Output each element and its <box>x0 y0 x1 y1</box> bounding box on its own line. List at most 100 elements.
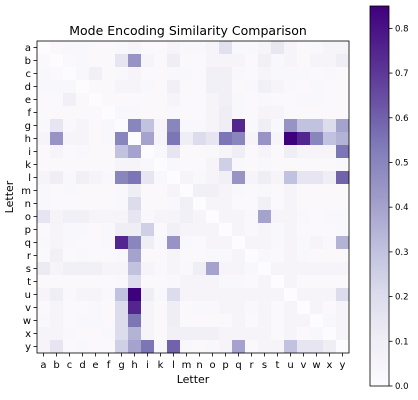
heatmap-cell-h-y <box>336 132 350 146</box>
heatmap-cell-h-f <box>102 132 116 146</box>
heatmap-cell-g-b <box>50 119 64 133</box>
heatmap-cell-g-y <box>336 119 350 133</box>
heatmap-cell-r-n <box>193 249 207 263</box>
heatmap-cell-n-m <box>180 197 194 211</box>
heatmap-cell-g-i <box>141 119 155 133</box>
heatmap-cell-w-f <box>102 314 116 328</box>
heatmap-cell-g-u <box>284 119 298 133</box>
heatmap-cell-s-h <box>128 262 142 276</box>
heatmap-cell-t-c <box>63 275 77 289</box>
heatmap-cell-q-p <box>219 236 233 250</box>
heatmap-cell-m-l <box>167 184 181 198</box>
heatmap-cell-n-l <box>167 197 181 211</box>
heatmap-cell-n-h <box>128 197 142 211</box>
heatmap-cell-v-n <box>193 301 207 315</box>
heatmap-cell-o-n <box>193 210 207 224</box>
heatmap-cell-i-p <box>219 145 233 159</box>
heatmap-cell-s-n <box>193 262 207 276</box>
heatmap-cell-m-r <box>245 184 259 198</box>
heatmap-cell-s-g <box>115 262 129 276</box>
heatmap-cell-i-r <box>245 145 259 159</box>
heatmap-cell-h-e <box>89 132 103 146</box>
heatmap-cell-p-f <box>102 223 116 237</box>
heatmap-cell-g-f <box>102 119 116 133</box>
heatmap-cell-w-r <box>245 314 259 328</box>
plot-frame <box>36 40 350 354</box>
colorbar-tick-label: 0.3 <box>395 248 409 258</box>
heatmap-cell-x-w <box>310 327 324 341</box>
heatmap-cell-l-l <box>167 171 181 185</box>
heatmap-cell-w-w <box>310 314 324 328</box>
heatmap-cell-x-e <box>89 327 103 341</box>
heatmap-cell-r-r <box>245 249 259 263</box>
heatmap-cell-f-l <box>167 106 181 120</box>
heatmap-cell-u-i <box>141 288 155 302</box>
heatmap-cell-x-l <box>167 327 181 341</box>
heatmap-cell-f-n <box>193 106 207 120</box>
heatmap-cell-k-i <box>141 158 155 172</box>
heatmap-cell-q-i <box>141 236 155 250</box>
heatmap-cell-a-h <box>128 41 142 55</box>
heatmap-cell-b-g <box>115 54 129 68</box>
heatmap-cell-b-o <box>206 54 220 68</box>
heatmap-cell-u-t <box>271 288 285 302</box>
heatmap-cell-l-r <box>245 171 259 185</box>
heatmap-cell-g-k <box>154 119 168 133</box>
heatmap-cell-f-b <box>50 106 64 120</box>
y-tick-label: s <box>26 264 31 275</box>
heatmap-cell-o-w <box>310 210 324 224</box>
heatmap-cell-w-l <box>167 314 181 328</box>
heatmap-cell-i-a <box>37 145 51 159</box>
heatmap-cell-p-s <box>258 223 272 237</box>
heatmap-cell-s-t <box>271 262 285 276</box>
heatmap-cell-f-e <box>89 106 103 120</box>
heatmap-cells <box>37 41 350 354</box>
heatmap-cell-a-r <box>245 41 259 55</box>
heatmap-cell-f-v <box>297 106 311 120</box>
heatmap-cell-h-l <box>167 132 181 146</box>
heatmap-cell-y-g <box>115 340 129 354</box>
heatmap-cell-o-v <box>297 210 311 224</box>
heatmap-cell-g-s <box>258 119 272 133</box>
heatmap-cell-w-a <box>37 314 51 328</box>
heatmap-cell-x-b <box>50 327 64 341</box>
heatmap-cell-i-f <box>102 145 116 159</box>
heatmap-cell-v-t <box>271 301 285 315</box>
heatmap-cell-a-e <box>89 41 103 55</box>
heatmap-cell-k-n <box>193 158 207 172</box>
heatmap-cell-w-u <box>284 314 298 328</box>
heatmap-cell-r-p <box>219 249 233 263</box>
heatmap-cell-e-p <box>219 93 233 107</box>
heatmap-cell-f-k <box>154 106 168 120</box>
heatmap-cell-y-l <box>167 340 181 354</box>
heatmap-cell-y-r <box>245 340 259 354</box>
heatmap-cell-y-p <box>219 340 233 354</box>
heatmap-cell-w-o <box>206 314 220 328</box>
heatmap-cell-n-u <box>284 197 298 211</box>
heatmap-cell-b-b <box>50 54 64 68</box>
heatmap-cell-a-i <box>141 41 155 55</box>
heatmap-cell-q-w <box>310 236 324 250</box>
heatmap-cell-v-o <box>206 301 220 315</box>
heatmap-cell-h-v <box>297 132 311 146</box>
heatmap-cell-s-i <box>141 262 155 276</box>
x-tick-label: i <box>146 360 149 371</box>
heatmap-cell-l-n <box>193 171 207 185</box>
heatmap-cell-p-b <box>50 223 64 237</box>
heatmap-cell-o-t <box>271 210 285 224</box>
heatmap-cell-u-l <box>167 288 181 302</box>
heatmap-cell-f-g <box>115 106 129 120</box>
y-tick-label: v <box>25 303 31 314</box>
heatmap-cell-i-v <box>297 145 311 159</box>
heatmap-cell-e-b <box>50 93 64 107</box>
heatmap-cell-a-w <box>310 41 324 55</box>
heatmap-cell-a-k <box>154 41 168 55</box>
x-tick-label: o <box>209 360 215 371</box>
heatmap-cell-o-a <box>37 210 51 224</box>
heatmap-cell-b-s <box>258 54 272 68</box>
heatmap-cell-y-w <box>310 340 324 354</box>
heatmap-cell-v-h <box>128 301 142 315</box>
heatmap-cell-n-t <box>271 197 285 211</box>
x-tick-label: r <box>249 360 254 371</box>
